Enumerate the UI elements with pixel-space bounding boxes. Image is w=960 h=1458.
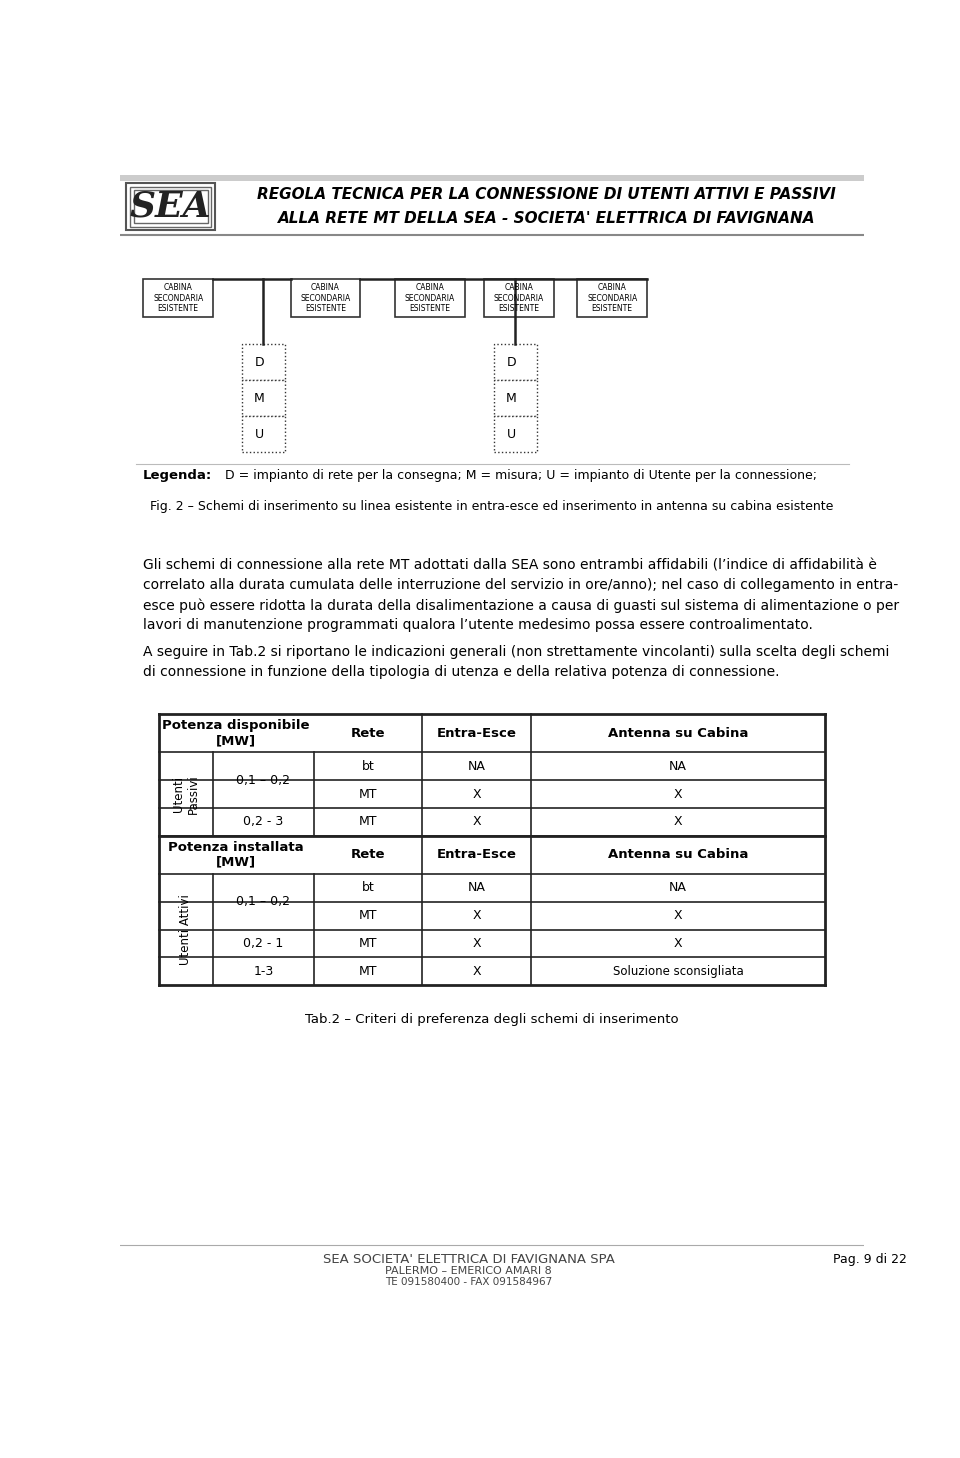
Bar bbox=[126, 182, 215, 230]
Text: CABINA
SECONDARIA
ESISTENTE: CABINA SECONDARIA ESISTENTE bbox=[405, 283, 455, 313]
Bar bbox=[130, 187, 211, 226]
Text: Gli schemi di connessione alla rete MT adottati dalla SEA sono entrambi affidabi: Gli schemi di connessione alla rete MT a… bbox=[143, 558, 877, 573]
Text: M: M bbox=[506, 392, 516, 405]
Text: X: X bbox=[472, 937, 481, 951]
Bar bbox=[494, 416, 537, 452]
Text: X: X bbox=[472, 965, 481, 978]
Text: U: U bbox=[255, 427, 264, 440]
Bar bbox=[242, 416, 285, 452]
Text: NA: NA bbox=[669, 760, 687, 773]
Bar bbox=[484, 278, 554, 318]
Text: 0,2 - 1: 0,2 - 1 bbox=[243, 937, 283, 951]
Text: PALERMO – EMERICO AMARI 8: PALERMO – EMERICO AMARI 8 bbox=[385, 1267, 552, 1276]
Text: ALLA RETE MT DELLA SEA - SOCIETA' ELETTRICA DI FAVIGNANA: ALLA RETE MT DELLA SEA - SOCIETA' ELETTR… bbox=[277, 210, 815, 226]
Text: X: X bbox=[674, 815, 683, 828]
Text: Utenti Attivi: Utenti Attivi bbox=[180, 894, 192, 965]
Text: X: X bbox=[472, 910, 481, 923]
Text: NA: NA bbox=[669, 882, 687, 894]
Bar bbox=[396, 278, 465, 318]
Text: 0,2 - 3: 0,2 - 3 bbox=[243, 815, 283, 828]
Text: X: X bbox=[674, 787, 683, 800]
Bar bbox=[494, 344, 537, 381]
Text: Pag. 9 di 22: Pag. 9 di 22 bbox=[833, 1252, 907, 1266]
Text: MT: MT bbox=[359, 965, 377, 978]
Text: CABINA
SECONDARIA
ESISTENTE: CABINA SECONDARIA ESISTENTE bbox=[587, 283, 637, 313]
Text: esce può essere ridotta la durata della disalimentazione a causa di guasti sul s: esce può essere ridotta la durata della … bbox=[143, 598, 900, 612]
Text: M: M bbox=[254, 392, 265, 405]
Text: Antenna su Cabina: Antenna su Cabina bbox=[608, 726, 748, 739]
Text: MT: MT bbox=[359, 937, 377, 951]
Text: correlato alla durata cumulata delle interruzione del servizio in ore/anno); nel: correlato alla durata cumulata delle int… bbox=[143, 579, 899, 592]
Bar bbox=[134, 191, 207, 223]
Text: MT: MT bbox=[359, 787, 377, 800]
Text: lavori di manutenzione programmati qualora l’utente medesimo possa essere contro: lavori di manutenzione programmati qualo… bbox=[143, 618, 813, 633]
Bar bbox=[577, 278, 647, 318]
Text: CABINA
SECONDARIA
ESISTENTE: CABINA SECONDARIA ESISTENTE bbox=[494, 283, 544, 313]
Text: Legenda:: Legenda: bbox=[143, 469, 212, 481]
Text: TE 091580400 - FAX 091584967: TE 091580400 - FAX 091584967 bbox=[385, 1277, 552, 1287]
Text: Rete: Rete bbox=[350, 726, 385, 739]
Text: Tab.2 – Criteri di preferenza degli schemi di inserimento: Tab.2 – Criteri di preferenza degli sche… bbox=[305, 1013, 679, 1026]
Bar bbox=[120, 175, 864, 181]
Bar bbox=[143, 278, 213, 318]
Bar bbox=[291, 278, 360, 318]
Text: REGOLA TECNICA PER LA CONNESSIONE DI UTENTI ATTIVI E PASSIVI: REGOLA TECNICA PER LA CONNESSIONE DI UTE… bbox=[257, 188, 835, 203]
Text: NA: NA bbox=[468, 760, 486, 773]
Text: Utenti
Passivi: Utenti Passivi bbox=[172, 774, 200, 814]
Text: Entra-Esce: Entra-Esce bbox=[437, 849, 516, 862]
Text: SEA SOCIETA' ELETTRICA DI FAVIGNANA SPA: SEA SOCIETA' ELETTRICA DI FAVIGNANA SPA bbox=[323, 1252, 614, 1266]
Text: 1-3: 1-3 bbox=[253, 965, 274, 978]
Text: NA: NA bbox=[468, 882, 486, 894]
Text: 0,1 – 0,2: 0,1 – 0,2 bbox=[236, 895, 290, 908]
Text: MT: MT bbox=[359, 815, 377, 828]
Text: CABINA
SECONDARIA
ESISTENTE: CABINA SECONDARIA ESISTENTE bbox=[300, 283, 350, 313]
Text: Rete: Rete bbox=[350, 849, 385, 862]
Text: U: U bbox=[507, 427, 516, 440]
Text: X: X bbox=[472, 815, 481, 828]
Text: A seguire in Tab.2 si riportano le indicazioni generali (non strettamente vincol: A seguire in Tab.2 si riportano le indic… bbox=[143, 644, 890, 659]
Text: D: D bbox=[507, 356, 516, 369]
Text: CABINA
SECONDARIA
ESISTENTE: CABINA SECONDARIA ESISTENTE bbox=[153, 283, 204, 313]
Text: Potenza disponibile
[MW]: Potenza disponibile [MW] bbox=[162, 719, 310, 746]
Text: bt: bt bbox=[362, 760, 374, 773]
Text: bt: bt bbox=[362, 882, 374, 894]
Text: X: X bbox=[674, 937, 683, 951]
Bar bbox=[242, 344, 285, 381]
Text: 0,1 – 0,2: 0,1 – 0,2 bbox=[236, 774, 290, 787]
Text: MT: MT bbox=[359, 910, 377, 923]
Text: D = impianto di rete per la consegna; M = misura; U = impianto di Utente per la : D = impianto di rete per la consegna; M … bbox=[225, 469, 817, 481]
Text: Potenza installata
[MW]: Potenza installata [MW] bbox=[168, 841, 304, 869]
Text: Soluzione sconsigliata: Soluzione sconsigliata bbox=[612, 965, 743, 978]
Text: D: D bbox=[254, 356, 264, 369]
Text: Entra-Esce: Entra-Esce bbox=[437, 726, 516, 739]
Text: SEA: SEA bbox=[130, 190, 211, 223]
Text: X: X bbox=[472, 787, 481, 800]
Text: di connessione in funzione della tipologia di utenza e della relativa potenza di: di connessione in funzione della tipolog… bbox=[143, 665, 780, 678]
Text: X: X bbox=[674, 910, 683, 923]
Bar bbox=[242, 381, 285, 416]
Text: Fig. 2 – Schemi di inserimento su linea esistente in entra-esce ed inserimento i: Fig. 2 – Schemi di inserimento su linea … bbox=[151, 500, 833, 513]
Text: Antenna su Cabina: Antenna su Cabina bbox=[608, 849, 748, 862]
Bar bbox=[494, 381, 537, 416]
